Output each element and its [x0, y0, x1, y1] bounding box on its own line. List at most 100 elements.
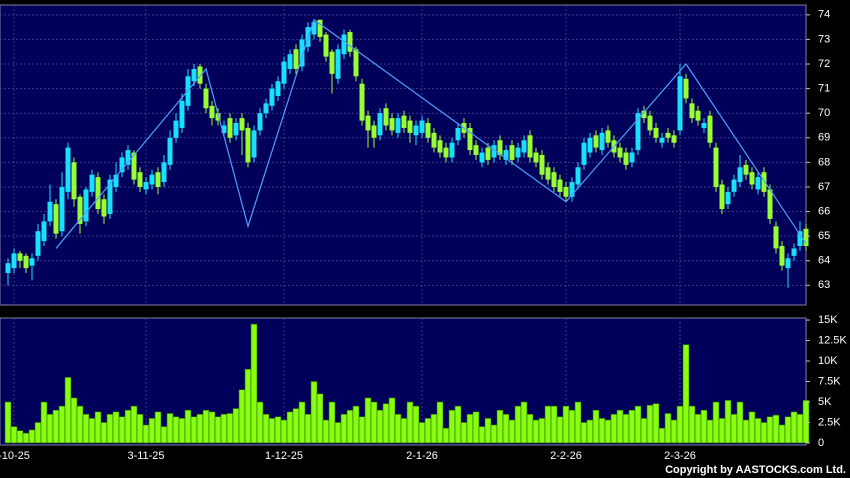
- volume-bar: [448, 409, 456, 444]
- y2-tick-label: 5K: [818, 396, 832, 408]
- volume-bar: [226, 413, 234, 444]
- volume-bar: [442, 427, 450, 444]
- volume-bar: [94, 411, 102, 444]
- candle-body: [725, 191, 731, 205]
- candle-body: [545, 167, 551, 180]
- volume-bar: [250, 323, 258, 444]
- candle-body: [239, 118, 245, 131]
- candle-body: [743, 164, 749, 175]
- candle-body: [485, 147, 491, 160]
- candle-body: [71, 162, 77, 200]
- candle-body: [245, 127, 251, 163]
- volume-bar: [214, 416, 222, 444]
- candle-body: [503, 150, 509, 160]
- volume-bar: [76, 405, 84, 444]
- candle-body: [131, 152, 137, 180]
- volume-bar: [172, 416, 180, 444]
- y-tick-label: 71: [818, 83, 830, 95]
- volume-bar: [496, 409, 504, 444]
- candle-body: [455, 127, 461, 141]
- volume-bar: [418, 422, 426, 444]
- candle-body: [509, 145, 515, 160]
- candle-body: [653, 127, 659, 138]
- volume-bar: [556, 416, 564, 444]
- y-tick-label: 70: [818, 107, 830, 119]
- volume-bar: [754, 418, 762, 444]
- price-panel: [0, 4, 807, 306]
- y-tick-label: 65: [818, 230, 830, 242]
- volume-bar: [742, 419, 750, 444]
- candle-body: [203, 88, 209, 109]
- volume-bar: [394, 413, 402, 444]
- candle-body: [359, 83, 365, 121]
- candle-body: [491, 145, 497, 158]
- candle-body: [209, 105, 215, 119]
- volume-bar: [190, 416, 198, 444]
- candle-body: [389, 118, 395, 131]
- y-tick-label: 64: [818, 255, 830, 267]
- candle-body: [737, 167, 743, 183]
- volume-bar: [466, 413, 474, 444]
- candle-body: [107, 179, 113, 215]
- candle-body: [5, 263, 11, 274]
- candle-body: [803, 228, 809, 246]
- volume-bar: [106, 413, 114, 444]
- candle-body: [257, 113, 263, 131]
- volume-bar: [136, 413, 144, 444]
- volume-bar: [382, 403, 390, 444]
- candle-body: [113, 174, 119, 187]
- candle-body: [575, 167, 581, 185]
- volume-bar: [514, 405, 522, 444]
- volume-bar: [292, 408, 300, 444]
- candle-body: [605, 130, 611, 143]
- x-tick-label: 3-11-25: [127, 450, 164, 462]
- volume-bar: [262, 413, 270, 444]
- candle-body: [317, 19, 323, 37]
- volume-bar: [184, 409, 192, 444]
- candle-body: [527, 135, 533, 158]
- volume-bar: [658, 427, 666, 444]
- candle-body: [539, 155, 545, 175]
- candle-body: [497, 140, 503, 155]
- volume-bar: [760, 422, 768, 444]
- volume-bar: [112, 411, 120, 444]
- candle-body: [179, 100, 185, 128]
- volume-bar: [388, 397, 396, 444]
- candle-body: [551, 172, 557, 187]
- y2-tick-label: 15K: [818, 314, 838, 326]
- volume-bar: [502, 413, 510, 444]
- candle-body: [155, 172, 161, 187]
- candle-body: [785, 258, 791, 269]
- y-tick-label: 63: [818, 279, 830, 291]
- volume-bar: [604, 419, 612, 444]
- volume-bar: [178, 418, 186, 444]
- candle-body: [401, 115, 407, 128]
- candle-body: [371, 125, 377, 138]
- volume-bar: [400, 418, 408, 444]
- volume-bar: [118, 416, 126, 444]
- volume-bar: [280, 419, 288, 444]
- candle-body: [83, 189, 89, 222]
- x-tick-label: -10-25: [0, 450, 30, 462]
- volume-bar: [58, 405, 66, 444]
- candle-body: [707, 115, 713, 143]
- candle-body: [701, 123, 707, 128]
- candle-body: [59, 186, 65, 232]
- candle-body: [149, 174, 155, 185]
- candle-body: [431, 132, 437, 148]
- candle-body: [587, 137, 593, 153]
- candle-body: [41, 221, 47, 242]
- candle-body: [683, 78, 689, 99]
- volume-bar: [130, 405, 138, 444]
- candle-body: [677, 76, 683, 131]
- volume-bar: [298, 401, 306, 444]
- y2-tick-label: 7.5K: [818, 375, 841, 387]
- candle-body: [779, 245, 785, 266]
- candle-body: [515, 147, 521, 158]
- y-tick-label: 67: [818, 181, 830, 193]
- volume-bar: [772, 414, 780, 444]
- candle-body: [65, 147, 71, 192]
- y-tick-label: 68: [818, 156, 830, 168]
- labels: 63 64 65 66 67 68 69 70 71 72 73 74 0 2.5K 5K 7.5K 10K 12…: [0, 9, 847, 462]
- y-tick-label: 66: [818, 205, 830, 217]
